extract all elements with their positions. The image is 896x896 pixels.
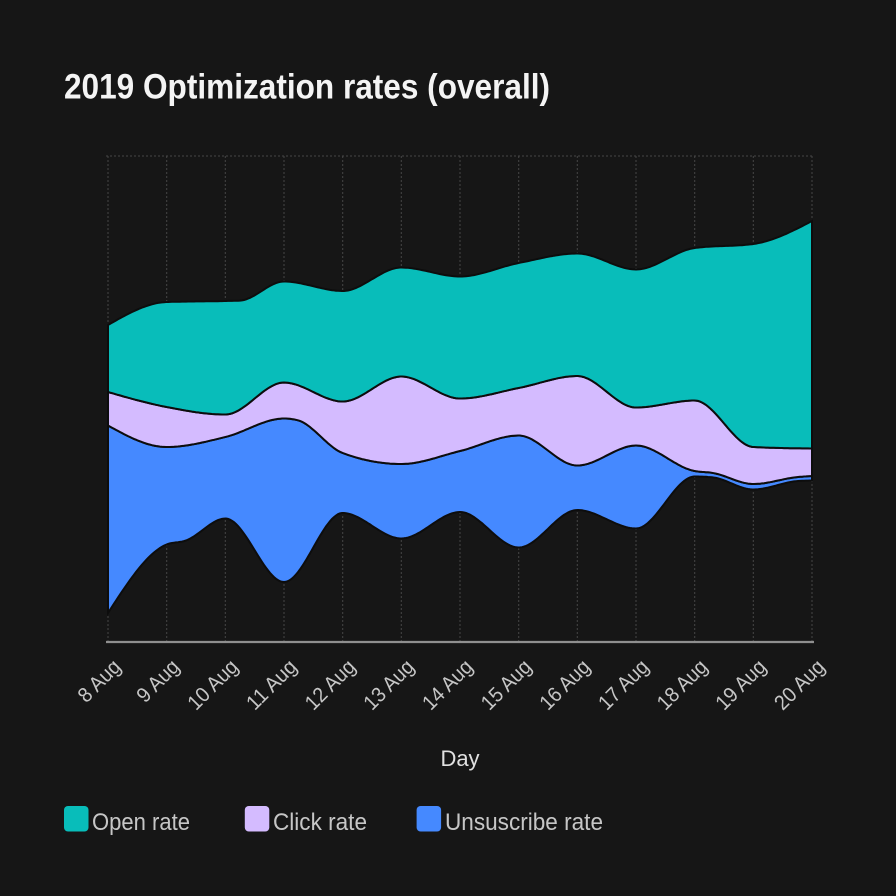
svg-text:Open rate: Open rate	[92, 809, 190, 836]
svg-text:Unsuscribe rate: Unsuscribe rate	[445, 809, 603, 836]
svg-text:2019 Optimization rates (overa: 2019 Optimization rates (overall)	[64, 68, 550, 107]
svg-text:Day: Day	[440, 746, 479, 771]
svg-text:Click rate: Click rate	[273, 809, 367, 836]
